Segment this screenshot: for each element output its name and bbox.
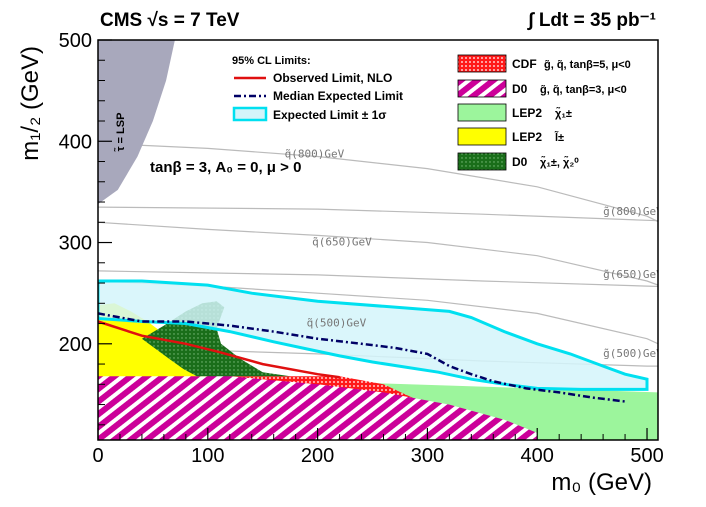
observed-limit-line (98, 320, 340, 379)
region-1-d0-g-q-tan-3-0 (98, 374, 538, 440)
contour-label-1: q̃(650)GeV (312, 236, 372, 249)
gluino-contour-2 (98, 206, 658, 222)
x-axis-title: m₀ (GeV) (551, 469, 652, 496)
legend-lep2-chargino-swatch (457, 103, 507, 122)
legend-observed-label: Observed Limit, NLO (273, 71, 392, 85)
squark-contour-2 (98, 142, 658, 223)
plot-frame (97, 39, 659, 441)
legend-expected-label: Median Expected Limit (273, 89, 403, 103)
x-tick-label-400: 400 (521, 445, 554, 467)
contour-label-5: g̃(500)GeV (603, 347, 663, 360)
x-tick-label-300: 300 (411, 445, 444, 467)
legend-d0-label: D0 (512, 82, 528, 96)
legend-lep2-slepton-swatch (457, 127, 507, 146)
x-axis-ticks: 0 100 200 300 400 500 (92, 428, 664, 467)
legend-d0-chi-label: D0 (512, 155, 528, 169)
expected-limit-line (98, 312, 626, 403)
y-axis-title: m₁/₂ (GeV) (17, 46, 44, 161)
y-axis-ticks: 200 300 400 500 (59, 30, 112, 426)
x-tick-label-200: 200 (301, 445, 334, 467)
legend-cdf-label: CDF (512, 57, 537, 71)
x-tick-label-500: 500 (630, 445, 663, 467)
gluino-contour-1 (98, 270, 658, 288)
contour-label-3: g̃(800)GeV (603, 205, 663, 218)
legend-band-swatch (232, 106, 268, 122)
limits-legend-title: 95% CL Limits: (232, 55, 311, 67)
legend-d0-sub: g̃, q̃, tanβ=3, μ<0 (540, 84, 627, 96)
region-5-lsp (98, 40, 175, 205)
x-tick-label-100: 100 (191, 445, 224, 467)
y-tick-label-200: 200 (59, 334, 92, 356)
legend-d0-swatch (457, 79, 507, 98)
legend-lep2-slepton-label: LEP2 (512, 130, 542, 144)
plot-area: q̃(800)GeV q̃(650)GeV q̃(500)GeV g̃(800)GeV… (98, 40, 663, 440)
legend-cdf-swatch (457, 54, 507, 73)
legend-d0-chi-sub: χ̃₁±, χ̃₂⁰ (540, 156, 579, 169)
header-left: CMS √s = 7 TeV (100, 10, 240, 31)
y-tick-label-400: 400 (59, 131, 92, 153)
parameters-label: tanβ = 3, A₀ = 0, μ > 0 (150, 159, 301, 176)
squark-contour-1 (98, 221, 658, 286)
expected-band-polygon (98, 279, 649, 391)
y-tick-label-300: 300 (59, 233, 92, 255)
lsp-label: τ̃ = LSP (114, 113, 127, 152)
header-right: ∫ Ldt = 35 pb⁻¹ (526, 10, 656, 31)
legend-cdf-sub: g̃, q̃, tanβ=5, μ<0 (544, 59, 631, 71)
contour-label-0: q̃(800)GeV (285, 147, 345, 160)
legend-band-label: Expected Limit ± 1σ (273, 108, 387, 122)
contour-label-2: q̃(500)GeV (307, 317, 367, 330)
limit-lines (98, 312, 626, 403)
legend-lep2-slepton-sub: l̃± (555, 131, 564, 144)
contour-labels: q̃(800)GeV q̃(650)GeV q̃(500)GeV g̃(800)GeV… (285, 147, 663, 360)
legend-lep2-chargino-sub: χ̃₁± (555, 107, 572, 120)
contour-label-4: g̃(650)GeV (603, 268, 663, 281)
excluded-legend: CDF g̃, q̃, tanβ=5, μ<0 D0 g̃, q̃, tanβ=… (457, 54, 631, 171)
expected-band (98, 279, 649, 391)
x-tick-label-0: 0 (92, 445, 103, 467)
legend-d0-chi-swatch (457, 152, 507, 171)
y-tick-label-500: 500 (59, 30, 92, 52)
legend-lep2-chargino-label: LEP2 (512, 106, 542, 120)
limits-legend: 95% CL Limits: Observed Limit, NLO Media… (232, 55, 403, 122)
